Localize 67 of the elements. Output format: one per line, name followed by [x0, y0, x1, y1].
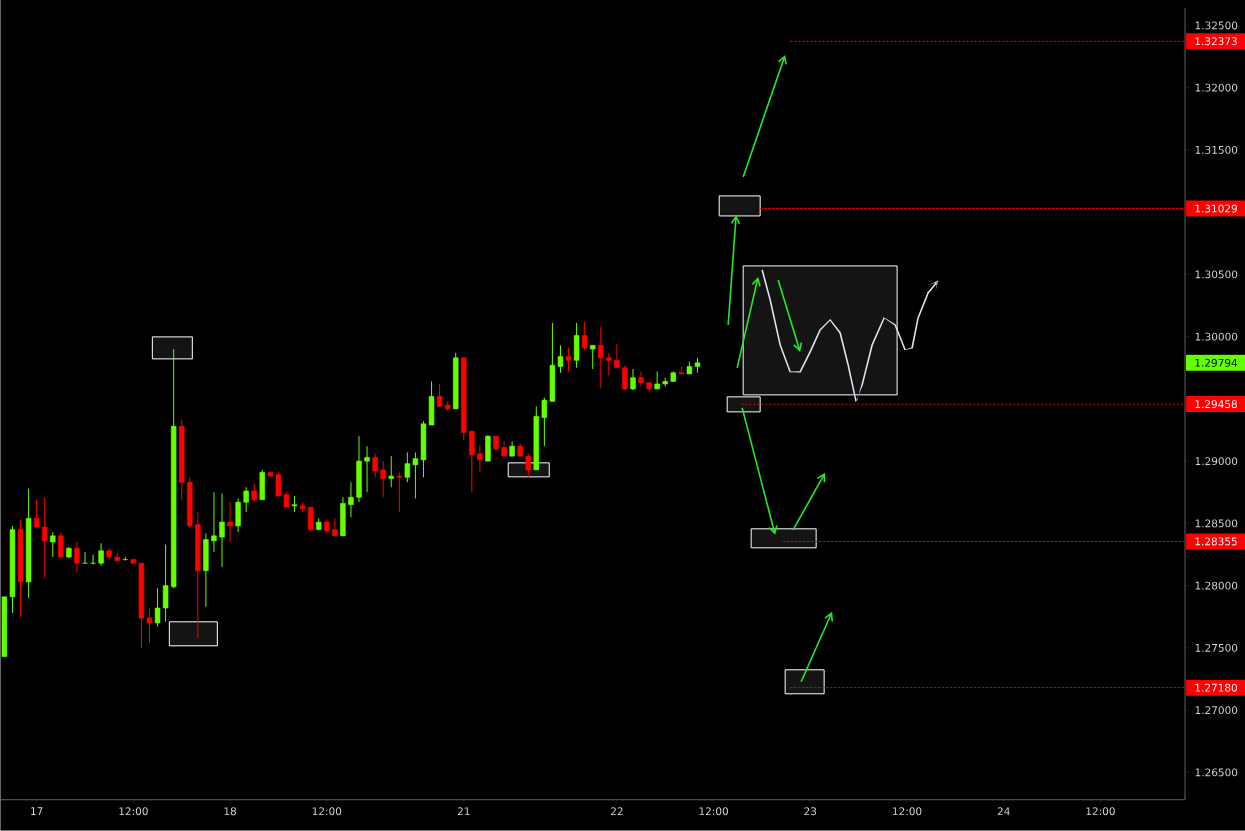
candlestick [154, 587, 161, 628]
ref-line-label: 1.28355 [1195, 537, 1237, 546]
y-tick-label: 1.28500 [1195, 519, 1238, 528]
candlestick [74, 541, 80, 573]
candlestick [146, 607, 153, 644]
candlestick [372, 453, 378, 478]
x-tick-label: 12:00 [699, 807, 729, 816]
candlestick [348, 481, 354, 518]
candlestick [219, 493, 225, 568]
y-tick-label: 1.29000 [1195, 457, 1238, 466]
text: 1.29794 [1195, 358, 1238, 367]
ref-line-label: 1.27180 [1195, 683, 1238, 692]
x-tick-label: 24 [997, 807, 1010, 816]
y-tick-label: 1.32500 [1195, 21, 1238, 30]
candlestick [98, 542, 104, 567]
candlestick [243, 486, 249, 513]
candlestick [388, 455, 394, 488]
x-tick-label: 17 [31, 807, 43, 816]
candlestick [404, 452, 411, 483]
y-tick-label: 1.30000 [1195, 332, 1238, 341]
x-tick-label: 12:00 [893, 807, 922, 816]
x-tick-label: 12:00 [1086, 807, 1115, 816]
x-tick-label: 21 [457, 807, 470, 816]
candlestick [565, 347, 572, 373]
y-tick-label: 1.27000 [1195, 706, 1238, 715]
y-tick-label: 1.27500 [1195, 644, 1238, 652]
y-tick-label: 1.26500 [1195, 768, 1238, 777]
candlestick [364, 445, 370, 493]
candlestick [469, 430, 475, 493]
candlestick [58, 531, 64, 559]
candlestick [307, 506, 314, 533]
candlestick [541, 397, 548, 447]
candlestick [251, 483, 257, 503]
x-tick-label: 12:00 [312, 807, 342, 816]
x-tick-label: 18 [224, 807, 237, 816]
y-tick-label: 1.32000 [1195, 83, 1238, 92]
ref-line-label: 1.29458 [1195, 400, 1237, 409]
candlestick [581, 321, 588, 351]
y-tick-label: 1.30500 [1195, 270, 1238, 279]
ref-line-label: 1.31029 [1195, 204, 1237, 213]
candlestick [525, 453, 531, 478]
candlestick [275, 471, 282, 497]
candlestick [614, 343, 620, 369]
candlestick [227, 501, 233, 543]
candlestick [380, 460, 386, 498]
candlestick [622, 364, 628, 391]
candlestick [162, 544, 169, 623]
y-tick-label: 1.31500 [1195, 146, 1238, 154]
candlestick [211, 491, 217, 553]
candlestick [50, 531, 56, 558]
candlestick [598, 326, 604, 389]
candlestick [557, 344, 564, 374]
candlestick [638, 371, 644, 388]
ref-line-label: 1.32373 [1195, 37, 1237, 46]
candlestick [412, 452, 419, 500]
candlestick [436, 383, 443, 407]
candlestick [235, 498, 241, 533]
x-tick-label: 22 [610, 807, 623, 816]
candlestick [33, 499, 40, 528]
candlestick [590, 344, 596, 370]
y-tick-label: 1.28000 [1195, 581, 1238, 590]
x-tick-label: 12:00 [119, 807, 148, 816]
candlestick [42, 496, 48, 579]
candlestick [606, 352, 612, 376]
candlestick [396, 471, 403, 513]
candlestick [477, 444, 483, 473]
x-tick-label: 23 [804, 807, 817, 816]
